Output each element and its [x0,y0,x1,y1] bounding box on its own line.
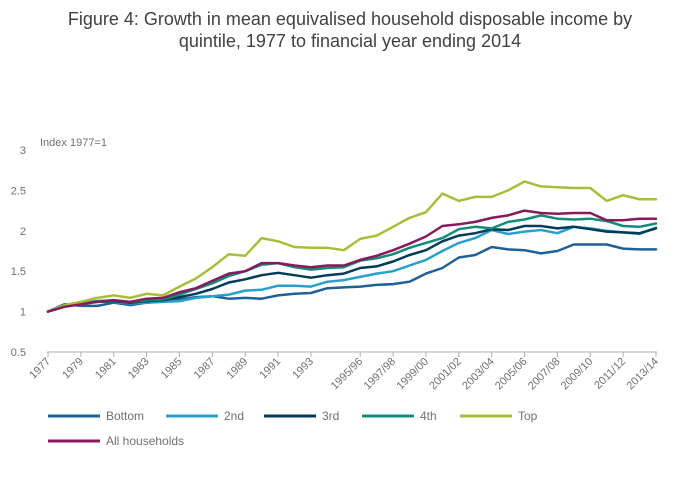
legend-label-top: Top [518,409,538,423]
plot-area [46,180,658,313]
legend-label-bottom: Bottom [106,409,144,423]
y-tick-label: 1.5 [11,266,26,278]
x-tick-label: 1991 [257,356,283,382]
x-tick-label: 1995/96 [329,356,366,393]
chart-title: Figure 4: Growth in mean equivalised hou… [0,8,700,52]
chart-title-line-2: quintile, 1977 to financial year ending … [178,31,522,51]
legend-label-4th: 4th [420,409,437,423]
x-tick-label: 2013/14 [625,356,662,393]
y-tick-label: 2.5 [11,185,26,197]
y-axis: 0.5 1 1.5 2 2.5 3 [11,145,26,359]
y-axis-label: Index 1977=1 [40,137,107,149]
x-tick-label: 2007/08 [526,356,563,393]
x-tick-label: 1987 [192,356,218,382]
legend-label-2nd: 2nd [224,409,244,423]
x-tick-label: 1977 [27,356,53,382]
y-tick-label: 2 [20,226,26,238]
legend: Bottom 2nd 3rd 4th Top All households [48,409,538,448]
x-tick-label: 2009/10 [559,356,596,393]
legend-label-3rd: 3rd [322,409,339,423]
series-line-3rd [46,224,658,313]
y-tick-label: 0.5 [11,347,26,359]
x-tick-label: 1985 [159,356,185,382]
x-tick-label: 2003/04 [460,356,497,393]
chart-title-line-1: Figure 4: Growth in mean equivalised hou… [67,9,633,29]
x-tick-label: 1997/98 [362,356,399,393]
x-tick-label: 1983 [126,356,152,382]
x-tick-label: 2005/06 [493,356,530,393]
series-line-all-households [46,209,658,313]
x-tick-label: 1989 [225,356,251,382]
x-tick-label: 1999/00 [394,356,431,393]
series-line-top [46,180,658,313]
x-tick-label: 1979 [60,356,86,382]
series-line-2nd [46,225,658,313]
y-tick-label: 3 [20,145,26,157]
x-tick-label: 1981 [93,356,119,382]
x-axis: 1977 1979 1981 1983 1985 1987 1989 1991 1993 1995… [27,351,662,393]
x-tick-label: 1993 [290,356,316,382]
x-tick-label: 2011/12 [592,356,628,392]
y-tick-label: 1 [20,307,26,319]
x-tick-label: 2001/02 [427,356,464,393]
legend-label-all-households: All households [106,434,184,448]
